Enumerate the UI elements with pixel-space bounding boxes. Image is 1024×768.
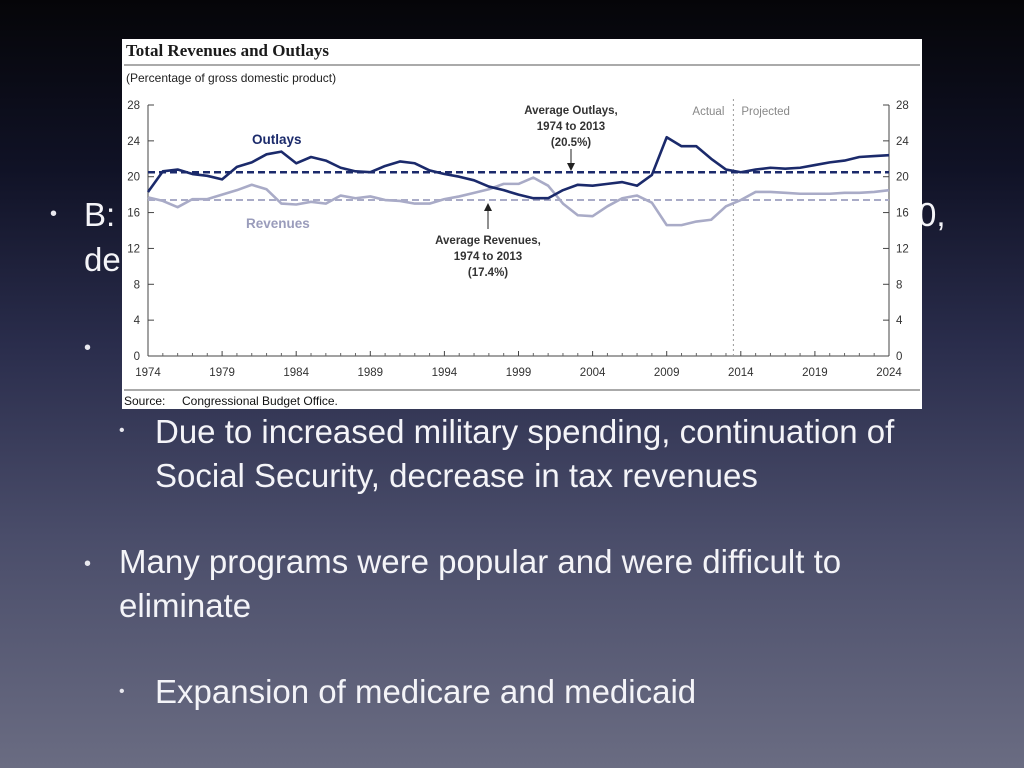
bullet-medicare: Expansion of medicare and medicaid — [155, 673, 697, 710]
revenues-avg-arrowhead — [484, 203, 492, 211]
chart-title: Total Revenues and Outlays — [126, 41, 329, 60]
x-tick-label: 1979 — [209, 367, 235, 379]
actual-label: Actual — [692, 106, 724, 118]
bullet-dot: • — [119, 683, 125, 700]
x-tick-label: 1994 — [432, 367, 458, 379]
y-tick-label-left: 16 — [127, 208, 140, 220]
bullet-1-suffix: 0, — [918, 196, 946, 233]
outlays-avg-annotation: Average Outlays, — [524, 105, 618, 117]
bullet-1-prefix: B: — [84, 196, 116, 233]
projected-label: Projected — [741, 106, 790, 118]
x-tick-label: 1974 — [135, 367, 161, 379]
y-tick-label-right: 8 — [896, 279, 902, 291]
y-tick-label-left: 4 — [134, 315, 141, 327]
bullet-military-line2: Social Security, decrease in tax revenue… — [155, 457, 758, 494]
y-tick-label-right: 12 — [896, 243, 909, 255]
bullet-programs-line2: eliminate — [119, 587, 252, 624]
x-tick-label: 1999 — [506, 367, 532, 379]
chart-card: Total Revenues and Outlays (Percentage o… — [122, 39, 922, 409]
y-tick-label-right: 4 — [896, 315, 903, 327]
bullet-dot: • — [50, 203, 58, 225]
bullet-military-line1: Due to increased military spending, cont… — [155, 413, 895, 450]
x-tick-label: 1984 — [283, 367, 309, 379]
bullet-dot: • — [119, 422, 125, 439]
x-tick-label: 2014 — [728, 367, 754, 379]
x-tick-label: 1989 — [358, 367, 384, 379]
y-tick-label-left: 20 — [127, 172, 140, 184]
bullet-programs-line1: Many programs were popular and were diff… — [119, 543, 842, 580]
y-tick-label-right: 20 — [896, 172, 909, 184]
y-tick-label-left: 28 — [127, 100, 140, 112]
annotations: Outlays Revenues Average Outlays, 1974 to 2… — [246, 105, 618, 279]
outlays-avg-arrowhead — [567, 163, 575, 171]
x-tick-label: 2019 — [802, 367, 828, 379]
outlays-avg-annotation: (20.5%) — [551, 137, 591, 149]
bullet-1-line2-prefix: de — [84, 241, 121, 278]
revenues-avg-annotation: 1974 to 2013 — [454, 251, 522, 263]
y-tick-label-right: 28 — [896, 100, 909, 112]
y-tick-label-left: 0 — [134, 351, 140, 363]
y-tick-label-left: 12 — [127, 243, 140, 255]
x-tick-label: 2004 — [580, 367, 606, 379]
bullet-dot: • — [84, 553, 92, 575]
outlays-line — [146, 135, 890, 200]
y-tick-label-left: 8 — [134, 279, 140, 291]
x-tick-label: 2024 — [876, 367, 902, 379]
source-org: Congressional Budget Office. — [182, 394, 338, 408]
outlays-avg-annotation: 1974 to 2013 — [537, 121, 605, 133]
y-tick-label-right: 16 — [896, 208, 909, 220]
x-tick-label: 2009 — [654, 367, 680, 379]
revenues-series-label: Revenues — [246, 216, 310, 231]
reference-lines — [148, 170, 889, 202]
outlays-series-label: Outlays — [252, 132, 302, 147]
y-tick-label-left: 24 — [127, 136, 140, 148]
revenues-avg-annotation: (17.4%) — [468, 267, 508, 279]
source-label: Source: — [124, 394, 165, 408]
y-tick-label-right: 24 — [896, 136, 909, 148]
revenues-line — [147, 176, 890, 227]
chart-subtitle: (Percentage of gross domestic product) — [126, 71, 336, 85]
y-tick-label-right: 0 — [896, 351, 902, 363]
revenues-avg-annotation: Average Revenues, — [435, 235, 541, 247]
series — [146, 135, 890, 227]
bullet-dot: • — [84, 337, 92, 359]
revenues-outlays-chart: Total Revenues and Outlays (Percentage o… — [124, 41, 920, 408]
